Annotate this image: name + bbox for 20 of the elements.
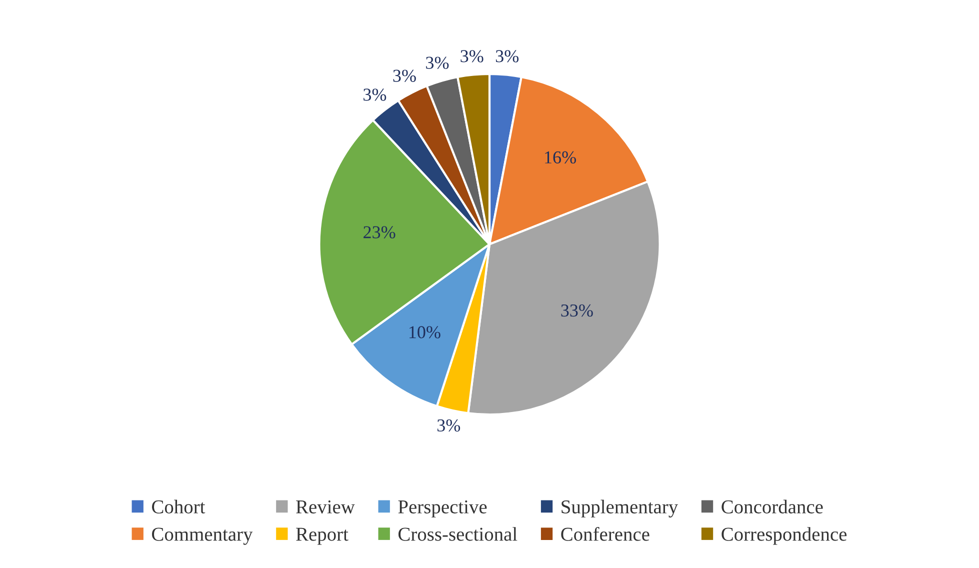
data-label: 3% (496, 50, 519, 62)
legend-label: Perspective (398, 500, 487, 518)
data-label: 3% (364, 88, 386, 101)
data-label: 3% (460, 50, 484, 62)
data-label: 3% (426, 56, 449, 69)
legend-label: Correspondence (722, 527, 847, 545)
data-label: 33% (561, 304, 593, 317)
data-label: 23% (364, 226, 396, 238)
data-label: 3% (393, 70, 416, 82)
legend-label: Concordance (722, 500, 823, 514)
legend-label: Report (296, 528, 348, 545)
data-label: 10% (409, 326, 440, 338)
legend-label: Review (296, 500, 355, 514)
legend-label: Supplementary (562, 500, 678, 518)
legend-label: Commentary (152, 528, 253, 545)
legend-label: Cohort (152, 500, 206, 514)
data-label: 3% (437, 419, 460, 432)
legend-label: Cross-sectional (398, 527, 518, 541)
data-label: 16% (545, 151, 576, 164)
legend-label: Conference (561, 526, 650, 541)
